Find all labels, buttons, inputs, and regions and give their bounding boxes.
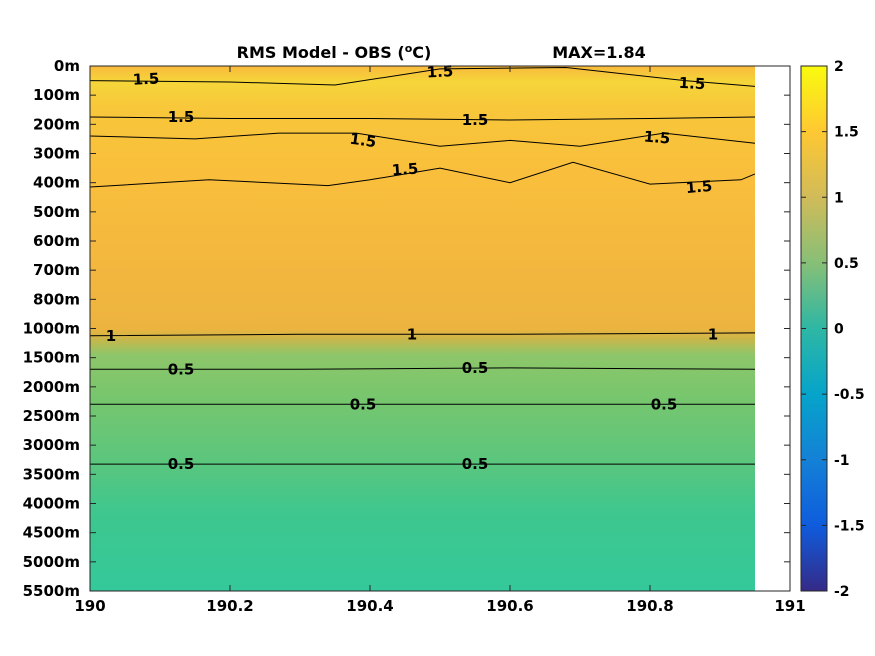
y-tick-label: 5000m <box>23 553 80 571</box>
y-tick-label: 300m <box>33 145 80 163</box>
contour-line-1-5 <box>89 161 756 188</box>
colorbar-ticks: -2 -1.5 -1 -0.5 0 0.5 1 1.5 2 <box>801 59 865 600</box>
contour-line-0-5 <box>90 367 756 370</box>
contour-label-text: 1.5 <box>349 130 378 152</box>
contour-label: 0.5 <box>350 395 377 413</box>
contour-label-text: 1 <box>708 325 718 343</box>
contour-label-text: 1 <box>407 325 417 343</box>
y-tick-label: 1500m <box>23 349 80 367</box>
contour-line-1 <box>89 332 756 337</box>
contour-label: 0.5 <box>651 395 678 413</box>
contour-label: 1 <box>407 325 417 343</box>
contour-label: 1.5 <box>462 111 489 129</box>
contour-label-text: 1.5 <box>685 177 713 197</box>
contour-label-text: 0.5 <box>462 359 489 377</box>
contour-label: 0.5 <box>168 455 195 473</box>
y-tick-label: 4500m <box>23 524 80 542</box>
colorbar-tick-label: 2 <box>834 59 844 75</box>
contour-label: 1 <box>708 325 718 343</box>
contour-label: 1.5 <box>685 177 713 197</box>
contour-label-text: 0.5 <box>168 360 195 378</box>
contour-line-1-5 <box>89 116 756 121</box>
y-tick-label: 5500m <box>23 582 80 600</box>
contour-label: 0.5 <box>462 455 489 473</box>
heatmap-field <box>90 66 755 591</box>
y-tick-label: 4000m <box>23 495 80 513</box>
x-tick-label: 190.6 <box>486 597 533 615</box>
contour-label-text: 0.5 <box>168 455 195 473</box>
colorbar-tick-label: -2 <box>834 584 850 600</box>
contour-label: 1.5 <box>132 69 159 88</box>
colorbar-tick-label: 0 <box>834 322 844 338</box>
y-tick-label: 800m <box>33 290 80 308</box>
contour-label-text: 1.5 <box>132 69 159 88</box>
x-tick-label: 191 <box>774 597 805 615</box>
y-tick-label: 500m <box>33 203 80 221</box>
y-tick-label: 2000m <box>23 378 80 396</box>
x-tick-label: 190.8 <box>626 597 673 615</box>
y-tick-label: 0m <box>54 57 80 75</box>
contour-label-text: 1.5 <box>391 160 419 180</box>
y-tick-label: 200m <box>33 115 80 133</box>
chart-title: RMS Model - OBS (oC) <box>237 42 432 62</box>
contour-line-1-5 <box>89 132 756 147</box>
contour-labels: 1.5 1.5 1.5 1.5 1.5 1.5 1.5 1.5 1.5 1 1 1 0.5 0.5 0.5 0… <box>106 62 718 473</box>
x-tick-label: 190.2 <box>206 597 253 615</box>
contour-label: 0.5 <box>168 360 195 378</box>
colorbar-tick-label: 1.5 <box>834 125 859 141</box>
y-tick-label: 3500m <box>23 465 80 483</box>
y-tick-label: 400m <box>33 174 80 192</box>
contour-label-text: 1.5 <box>168 108 195 126</box>
contour-label-text: 0.5 <box>350 395 377 413</box>
contour-label-text: 1.5 <box>678 74 705 93</box>
colorbar-tick-label: -0.5 <box>834 387 865 403</box>
contour-label: 1.5 <box>168 108 195 126</box>
y-tick-label: 3000m <box>23 436 80 454</box>
contour-label: 1.5 <box>349 130 378 152</box>
y-tick-label: 600m <box>33 232 80 250</box>
contour-label-text: 0.5 <box>462 455 489 473</box>
y-tick-label: 2500m <box>23 407 80 425</box>
colorbar-tick-label: 1 <box>834 190 844 206</box>
contour-lines <box>89 66 756 465</box>
title-group: RMS Model - OBS (oC) MAX=1.84 <box>237 42 646 62</box>
max-label: MAX=1.84 <box>552 43 646 62</box>
contour-label-text: 0.5 <box>651 395 678 413</box>
y-tick-label: 1000m <box>23 320 80 338</box>
contour-line-1-5 <box>89 66 756 87</box>
x-axis: 190 190.2 190.4 190.6 190.8 191 <box>74 66 806 615</box>
x-tick-label: 190 <box>74 597 105 615</box>
y-tick-label: 100m <box>33 86 80 104</box>
contour-label: 1.5 <box>426 62 453 81</box>
contour-label: 1.5 <box>678 74 705 93</box>
colorbar-tick-label: -1.5 <box>834 518 865 534</box>
contour-label-text: 1.5 <box>643 127 671 147</box>
contour-label: 1 <box>106 327 116 345</box>
x-tick-label: 190.4 <box>346 597 393 615</box>
contour-label-text: 1 <box>106 327 116 345</box>
contour-label: 1.5 <box>643 127 671 147</box>
contour-label: 1.5 <box>391 160 419 180</box>
colorbar-tick-label: -1 <box>834 453 850 469</box>
contour-label-text: 1.5 <box>462 111 489 129</box>
colorbar-tick-label: 0.5 <box>834 256 859 272</box>
y-tick-label: 700m <box>33 261 80 279</box>
contour-label: 0.5 <box>462 359 489 377</box>
y-axis: 0m 100m 200m 300m 400m 500m 600m 700m 800m 1000m 1… <box>23 57 790 600</box>
contour-label-text: 1.5 <box>426 62 453 81</box>
